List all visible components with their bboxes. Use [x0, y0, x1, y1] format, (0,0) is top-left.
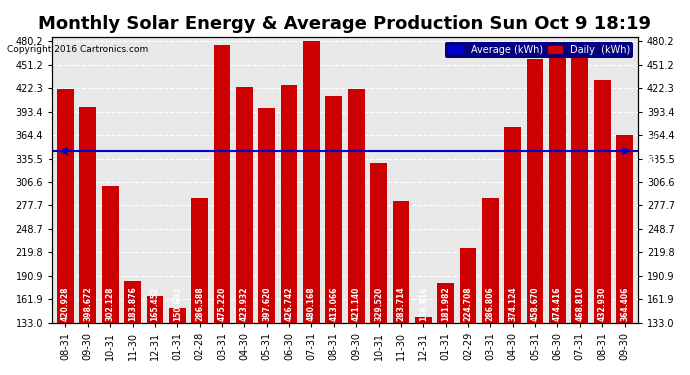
Text: Copyright 2016 Cartronics.com: Copyright 2016 Cartronics.com [7, 45, 148, 54]
Text: 432.930: 432.930 [598, 287, 607, 321]
Bar [191, 198, 208, 323]
Bar [258, 108, 275, 323]
Text: 283.714: 283.714 [397, 286, 406, 321]
Text: 413.066: 413.066 [329, 287, 338, 321]
Bar [169, 308, 186, 323]
Bar [415, 317, 432, 323]
Text: 420.928: 420.928 [61, 286, 70, 321]
Bar [393, 201, 409, 323]
Text: 468.810: 468.810 [575, 286, 584, 321]
Bar [526, 59, 544, 323]
Text: 329.520: 329.520 [374, 287, 383, 321]
Bar [549, 46, 566, 323]
Text: 364.406: 364.406 [620, 287, 629, 321]
Text: 286.588: 286.588 [195, 286, 204, 321]
Text: 181.982: 181.982 [441, 286, 450, 321]
Text: 344.851: 344.851 [650, 132, 659, 170]
Text: 421.140: 421.140 [352, 287, 361, 321]
Bar [616, 135, 633, 323]
Text: 150.692: 150.692 [172, 287, 181, 321]
Text: 426.742: 426.742 [284, 286, 293, 321]
Text: 480.168: 480.168 [307, 286, 316, 321]
Text: 183.876: 183.876 [128, 286, 137, 321]
Bar [303, 41, 320, 323]
Title: Monthly Solar Energy & Average Production Sun Oct 9 18:19: Monthly Solar Energy & Average Productio… [39, 15, 651, 33]
Bar [482, 198, 499, 323]
Text: 344.851: 344.851 [46, 111, 55, 150]
Bar [504, 128, 521, 323]
Text: 165.452: 165.452 [150, 287, 159, 321]
Text: 224.708: 224.708 [464, 286, 473, 321]
Text: 398.672: 398.672 [83, 286, 92, 321]
Bar [370, 164, 387, 323]
Bar [124, 282, 141, 323]
Bar [102, 186, 119, 323]
Bar [460, 248, 476, 323]
Text: 423.932: 423.932 [240, 287, 249, 321]
Bar [348, 89, 364, 323]
Bar [571, 51, 588, 323]
Text: 458.670: 458.670 [531, 286, 540, 321]
Bar [437, 283, 454, 323]
Text: 475.220: 475.220 [217, 287, 226, 321]
Bar [79, 108, 96, 323]
Bar [214, 45, 230, 323]
Bar [236, 87, 253, 323]
Bar [146, 296, 164, 323]
Text: 139.816: 139.816 [419, 286, 428, 321]
Text: 397.620: 397.620 [262, 286, 271, 321]
Text: 302.128: 302.128 [106, 286, 115, 321]
Bar [326, 96, 342, 323]
Bar [281, 85, 297, 323]
Bar [57, 89, 74, 323]
Text: 474.416: 474.416 [553, 286, 562, 321]
Bar [594, 80, 611, 323]
Text: 344.851: 344.851 [43, 132, 52, 170]
Legend: Average (kWh), Daily  (kWh): Average (kWh), Daily (kWh) [445, 42, 633, 58]
Text: 374.124: 374.124 [509, 286, 518, 321]
Text: 286.806: 286.806 [486, 286, 495, 321]
